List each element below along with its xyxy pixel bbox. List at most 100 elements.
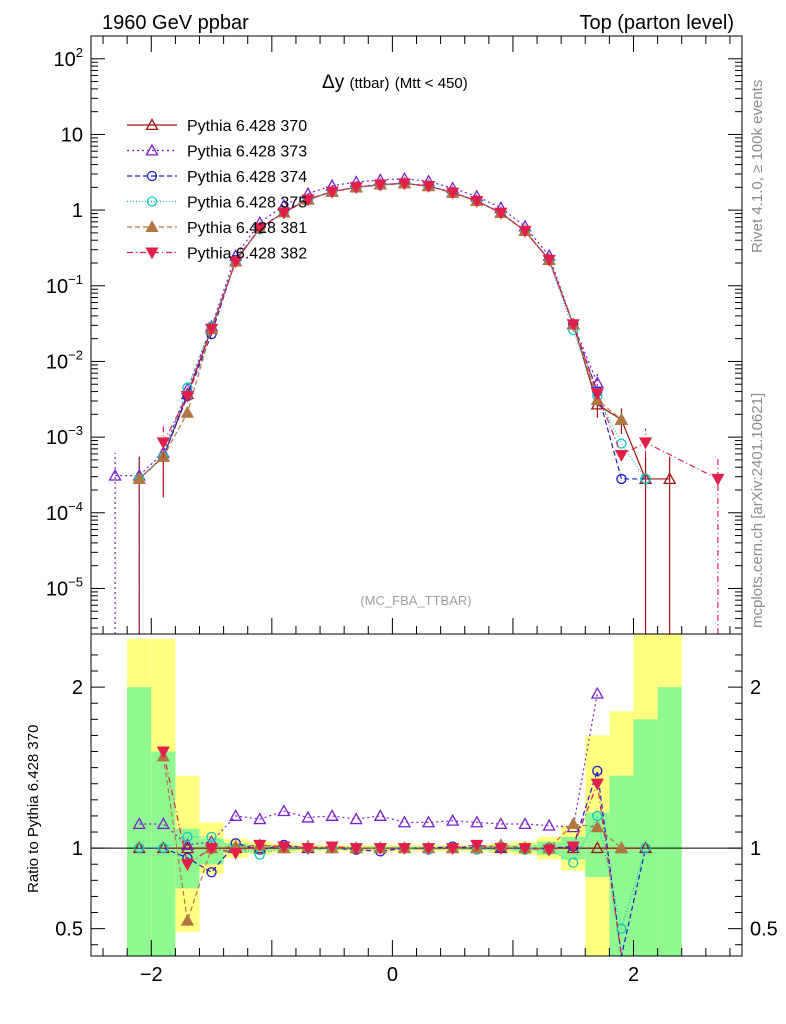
main-point-5-12: [446, 187, 460, 200]
ratio-point-1-11: [397, 815, 412, 828]
ratio-point-5-15: [518, 843, 532, 855]
ratio-point-1-1: [156, 817, 170, 830]
ratio-point-1-5: [253, 812, 267, 825]
main-point-5-2: [204, 323, 219, 336]
ratio-point-5-6: [301, 843, 315, 855]
ratio-point-5-9: [373, 843, 387, 855]
ratio-point-0-19: [590, 841, 604, 854]
ratio-point-5-0: [156, 746, 170, 759]
ratio-point-5-16: [542, 844, 556, 857]
ratio-series-group: [132, 686, 653, 957]
ratio-point-5-3: [229, 847, 243, 860]
main-point-5-1: [180, 390, 195, 403]
axes-group: 102 10 1 10−1 10−2 10−3 10−4 10−5 2 2 1 1 0.5 0.5 −2 0 2: [46, 35, 778, 986]
legend-item-3: Pythia 6.428 375: [127, 195, 307, 212]
ratio-point-3-1: [158, 842, 169, 854]
main-ytick-label-0: 102: [54, 45, 83, 71]
xtick-label-2: 2: [628, 964, 639, 986]
ratio-point-5-11: [421, 843, 436, 855]
ratio-point-5-14: [494, 843, 508, 855]
ratio-point-0-2: [180, 841, 195, 854]
ratio-point-4-18: [590, 820, 604, 833]
ratio-ytick-label-r-0: 2: [750, 677, 761, 699]
main-point-5-13: [470, 195, 484, 208]
ratio-point-3-18: [568, 857, 579, 868]
band-inner-13: [609, 775, 634, 956]
ratio-point-3-2: [182, 831, 193, 843]
ratio-ytick-label-r-1: 1: [750, 838, 761, 860]
ratio-point-1-7: [301, 810, 315, 823]
main-ytick-label-4: 10−2: [46, 347, 83, 373]
ratio-ytick-label-r-2: 0.5: [750, 919, 778, 941]
main-point-5-17: [566, 319, 580, 332]
ratio-ytick-label-1: 1: [72, 838, 83, 860]
main-point-5-10: [397, 178, 412, 191]
legend-marker-3: [146, 196, 158, 207]
rivet-label: Rivet 4.1.0, ≥ 100k events: [749, 80, 766, 253]
main-point-1-0: [108, 468, 122, 481]
ratio-point-4-17: [566, 817, 580, 830]
main-ytick-label-3: 10−1: [46, 272, 83, 298]
main-point-5-14: [494, 207, 508, 220]
main-point-5-7: [325, 186, 339, 199]
ratio-point-1-12: [421, 815, 436, 828]
ratio-point-2-19: [592, 765, 603, 776]
main-point-5-20: [638, 437, 653, 450]
mcplots-label: mcplots.cern.ch [arXiv:2401.10621]: [749, 393, 766, 628]
header-left: 1960 GeV ppbar: [102, 12, 249, 34]
main-ytick-label-7: 10−5: [46, 574, 83, 600]
legend-marker-1: [145, 143, 159, 156]
band-inner-14: [633, 719, 658, 956]
main-point-5-6: [301, 194, 315, 207]
main-point-5-16: [542, 254, 556, 267]
ratio-point-5-5: [277, 841, 291, 854]
main-ytick-label-5: 10−3: [46, 423, 83, 449]
main-point-5-18: [590, 388, 604, 401]
main-line-3: [138, 182, 647, 480]
main-point-4-0: [132, 472, 146, 484]
legend-item-4: Pythia 6.428 381: [127, 220, 307, 237]
ratio-point-5-7: [325, 841, 339, 854]
ratio-point-5-2: [204, 843, 219, 855]
main-point-5-19: [614, 449, 629, 462]
legend-label-1: Pythia 6.428 373: [187, 144, 307, 161]
legend-label-2: Pythia 6.428 374: [187, 169, 307, 186]
xtick-label-1: 0: [387, 964, 398, 986]
main-ytick-label-6: 10−4: [46, 499, 83, 525]
main-point-2-20: [616, 473, 627, 485]
main-point-3-21: [640, 473, 651, 485]
ratio-point-1-9: [349, 812, 363, 825]
legend-label-5: Pythia 6.428 382: [187, 246, 307, 263]
ratio-axis-label: Ratio to Pythia 6.428 370: [25, 725, 42, 893]
legend-label-3: Pythia 6.428 375: [187, 195, 307, 212]
legend-marker-5: [145, 247, 159, 260]
main-point-5-0: [156, 437, 170, 450]
ratio-point-3-0: [134, 842, 145, 854]
ratio-point-5-17: [566, 841, 580, 854]
ratio-point-5-4: [253, 839, 267, 852]
main-point-5-21: [711, 473, 725, 486]
main-point-5-8: [349, 182, 363, 195]
ratio-point-1-2: [180, 838, 195, 850]
ratio-point-5-8: [349, 843, 363, 855]
ratio-ytick-label-2: 0.5: [55, 919, 83, 941]
main-series-5: [156, 178, 725, 634]
analysis-label: (MC_FBA_TTBAR): [360, 593, 471, 608]
legend-marker-0: [145, 118, 159, 131]
ratio-point-1-13: [446, 813, 460, 826]
band-inner-0: [127, 687, 152, 956]
ratio-point-3-20: [616, 923, 627, 934]
band-inner-1: [151, 751, 176, 956]
ratio-point-1-8: [325, 809, 339, 821]
legend-item-0: Pythia 6.428 370: [127, 118, 307, 135]
header-right: Top (parton level): [579, 12, 734, 34]
ratio-point-5-13: [470, 839, 484, 852]
ratio-point-5-10: [397, 843, 412, 855]
legend-item-5: Pythia 6.428 382: [127, 246, 307, 263]
main-line-5: [162, 182, 719, 480]
ratio-point-5-18: [590, 778, 604, 791]
main-series-group: [108, 171, 725, 634]
xtick-label-0: −2: [140, 964, 163, 986]
ratio-series-5: [156, 746, 623, 957]
